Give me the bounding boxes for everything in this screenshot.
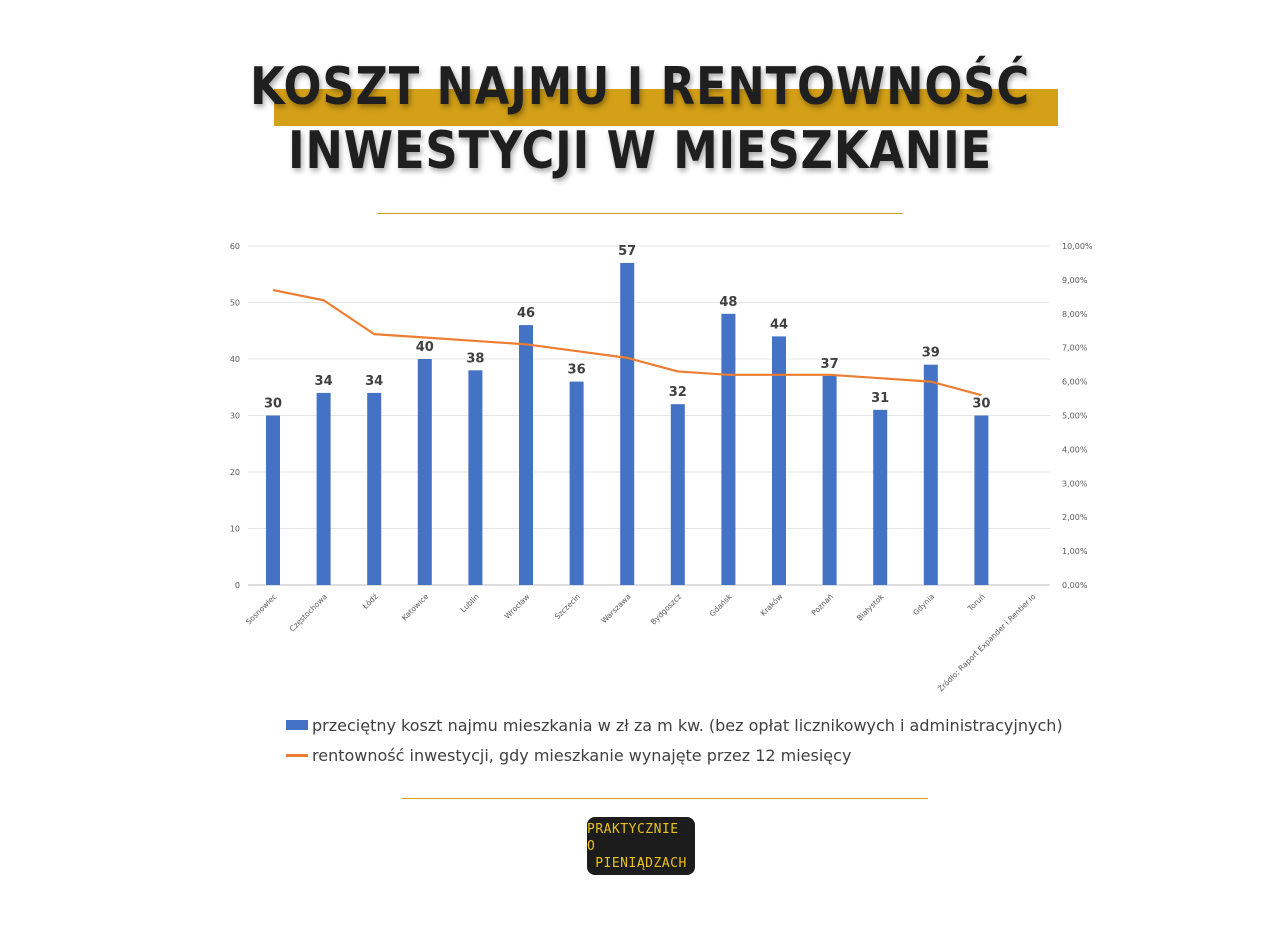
bar-value-label: 57: [618, 244, 636, 259]
right-tick-label: 6,00%: [1062, 378, 1088, 387]
category-label: Lublin: [459, 592, 481, 614]
category-label: Szczecin: [553, 592, 582, 621]
right-tick-label: 4,00%: [1062, 445, 1088, 454]
right-tick-label: 3,00%: [1062, 479, 1088, 488]
bar: [417, 359, 432, 585]
bar: [974, 415, 989, 585]
bar-value-label: 31: [871, 391, 889, 406]
bar-value-label: 37: [821, 357, 839, 372]
right-tick-label: 9,00%: [1062, 276, 1088, 285]
category-label: Gdynia: [911, 592, 936, 617]
left-tick-label: 60: [230, 242, 240, 251]
bar-labels: 30 34 34 40 38 46 36 57 32 48 44 37 31 39 30: [264, 244, 990, 412]
logo-line-2: PIENIĄDZACH: [595, 855, 687, 871]
category-label: Sosnowiec: [244, 592, 278, 626]
left-tick-label: 30: [230, 412, 240, 421]
bar: [620, 262, 635, 585]
category-label: Kraków: [759, 592, 785, 618]
line-layer: [272, 288, 982, 397]
right-tick-label: 5,00%: [1062, 412, 1088, 421]
category-label: Toruń: [965, 592, 987, 614]
legend-item-bars: przeciętny koszt najmu mieszkania w zł z…: [286, 710, 1063, 740]
left-tick-label: 40: [230, 355, 240, 364]
bar-value-label: 48: [719, 295, 737, 310]
bar-value-label: 30: [264, 397, 282, 412]
logo-line-1: PRAKTYCZNIE O: [587, 821, 679, 854]
title-line-2: INWESTYCJI W MIESZKANIE: [288, 121, 992, 181]
category-label: Poznań: [810, 592, 836, 618]
grid-layer: [248, 245, 1050, 586]
bar-value-label: 38: [466, 351, 484, 366]
brand-logo: PRAKTYCZNIE O PIENIĄDZACH: [587, 817, 695, 875]
bar: [316, 392, 331, 585]
category-label: Gdańsk: [708, 592, 735, 619]
bar-value-label: 46: [517, 306, 535, 321]
chart-legend: przeciętny koszt najmu mieszkania w zł z…: [286, 710, 1063, 770]
bars-layer: [266, 262, 989, 585]
right-tick-label: 10,00%: [1062, 242, 1093, 251]
right-axis-ticks: 0,00% 1,00% 2,00% 3,00% 4,00% 5,00% 6,00% 7,00%…: [1062, 242, 1093, 590]
category-label: Warszawa: [600, 592, 633, 625]
top-divider: [377, 213, 903, 214]
left-tick-label: 20: [230, 468, 240, 477]
legend-label-line: rentowność inwestycji, gdy mieszkanie wy…: [312, 745, 852, 765]
bar: [873, 409, 888, 585]
bar: [367, 392, 382, 585]
bar-value-label: 36: [568, 363, 586, 378]
title-highlight-band: [274, 89, 1058, 126]
left-tick-label: 10: [230, 525, 240, 534]
bar-value-label: 40: [416, 340, 434, 355]
bar: [519, 325, 533, 585]
right-tick-label: 8,00%: [1062, 310, 1088, 319]
category-label: Wrocław: [503, 592, 532, 621]
bar-value-label: 34: [365, 374, 383, 389]
bar: [266, 415, 280, 585]
right-tick-label: 0,00%: [1062, 581, 1088, 590]
category-labels: Sosnowiec Częstochowa Łódź Katowice Lublin Wr…: [244, 592, 987, 634]
left-tick-label: 50: [230, 299, 240, 308]
bar-value-label: 39: [922, 346, 940, 361]
legend-swatch-bar: [286, 720, 308, 730]
left-tick-label: 0: [235, 581, 240, 590]
bar: [772, 336, 786, 585]
bar: [822, 375, 837, 585]
right-tick-label: 1,00%: [1062, 547, 1088, 556]
bar: [923, 364, 938, 585]
legend-swatch-line: [286, 753, 308, 757]
bar: [468, 370, 483, 585]
title-block: KOSZT NAJMU I RENTOWNOŚĆ INWESTYCJI W MI…: [0, 55, 1280, 183]
right-tick-label: 2,00%: [1062, 513, 1088, 522]
bar-value-label: 30: [972, 397, 990, 412]
category-label: Częstochowa: [288, 592, 329, 633]
right-tick-label: 7,00%: [1062, 344, 1088, 353]
source-label: Źródło: Raport Expander i Rentier.io: [936, 592, 1038, 694]
title-line-1: KOSZT NAJMU I RENTOWNOŚĆ: [249, 57, 1030, 117]
category-label: Katowice: [400, 592, 431, 623]
rentownosc-line: [272, 288, 982, 397]
category-label: Łódź: [360, 592, 379, 611]
category-label: Bydgoszcz: [649, 592, 683, 626]
bar: [721, 313, 736, 585]
left-axis-ticks: 0 10 20 30 40 50 60: [230, 242, 240, 590]
legend-label-bars: przeciętny koszt najmu mieszkania w zł z…: [312, 715, 1063, 735]
category-label: Białystok: [855, 592, 886, 623]
bar: [670, 404, 685, 585]
combo-chart: 0 10 20 30 40 50 60 0,00% 1,00% 2,00% 3,00% 4,00% 5…: [230, 242, 1093, 694]
legend-item-line: rentowność inwestycji, gdy mieszkanie wy…: [286, 740, 1063, 770]
bottom-divider: [402, 798, 928, 799]
bar-value-label: 34: [315, 374, 333, 389]
bar-value-label: 32: [669, 385, 687, 400]
bar-value-label: 44: [770, 317, 788, 332]
bar: [569, 381, 584, 585]
